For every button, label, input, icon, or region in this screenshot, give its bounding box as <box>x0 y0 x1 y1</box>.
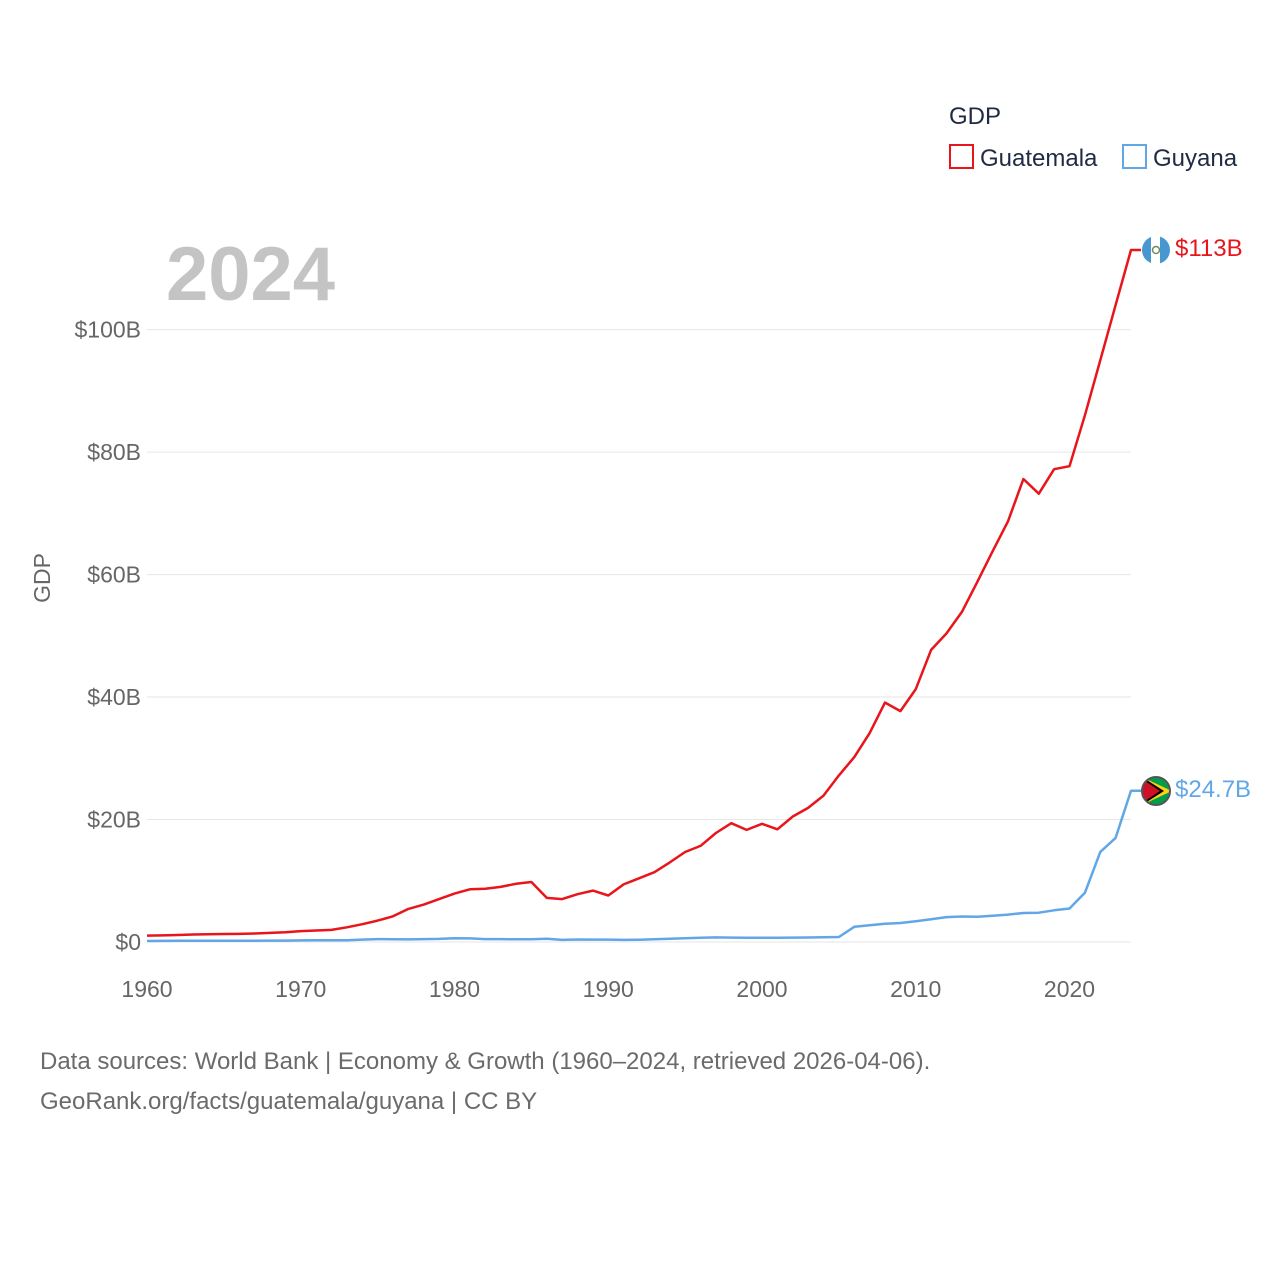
y-tick-label: $80B <box>87 439 141 465</box>
series-line-guatemala <box>146 248 1141 937</box>
legend-item-guatemala[interactable]: Guatemala <box>949 144 1098 172</box>
legend-label-guyana: Guyana <box>1153 145 1238 172</box>
x-tick-label: 1980 <box>429 976 480 1002</box>
y-tick-label: $60B <box>87 562 141 588</box>
legend-item-guyana[interactable]: Guyana <box>1122 144 1238 172</box>
x-tick-label: 2000 <box>736 976 787 1002</box>
y-tick-label: $0 <box>115 929 141 955</box>
legend-swatch-guyana <box>1122 144 1147 169</box>
x-tick-label: 1990 <box>583 976 634 1002</box>
series-lines <box>146 248 1141 943</box>
y-tick-label: $40B <box>87 684 141 710</box>
y-tick-label: $20B <box>87 807 141 833</box>
grid-lines <box>147 329 1131 943</box>
end-label-guatemala: $113B <box>1175 235 1243 262</box>
guyana-flag-icon <box>1141 776 1171 806</box>
x-axis: 1960 1970 1980 1990 2000 2010 2020 <box>121 976 1095 1002</box>
legend-label-guatemala: Guatemala <box>980 145 1098 172</box>
legend-swatch-guatemala <box>949 144 974 169</box>
legend-title: GDP <box>949 103 1001 130</box>
x-tick-label: 2020 <box>1044 976 1095 1002</box>
x-tick-label: 1970 <box>275 976 326 1002</box>
y-axis: $0 $20B $40B $60B $80B $100B <box>74 317 141 955</box>
y-axis-title: GDP <box>29 553 55 603</box>
footer-attribution[interactable]: GeoRank.org/facts/guatemala/guyana | CC … <box>40 1088 538 1115</box>
y-tick-label: $100B <box>74 317 141 343</box>
x-tick-label: 1960 <box>121 976 172 1002</box>
end-label-guyana: $24.7B <box>1175 776 1251 803</box>
legend: GDP Guatemala Guyana <box>949 103 1238 172</box>
footer-sources: Data sources: World Bank | Economy & Gro… <box>40 1048 931 1075</box>
gdp-line-chart: $0 $20B $40B $60B $80B $100B 1960 1970 1980 1990… <box>29 103 1251 1002</box>
year-label: 2024 <box>166 232 335 317</box>
footer: Data sources: World Bank | Economy & Gro… <box>40 1042 930 1122</box>
guatemala-flag-icon <box>1142 236 1170 264</box>
x-tick-label: 2010 <box>890 976 941 1002</box>
series-line-guyana <box>146 789 1141 943</box>
